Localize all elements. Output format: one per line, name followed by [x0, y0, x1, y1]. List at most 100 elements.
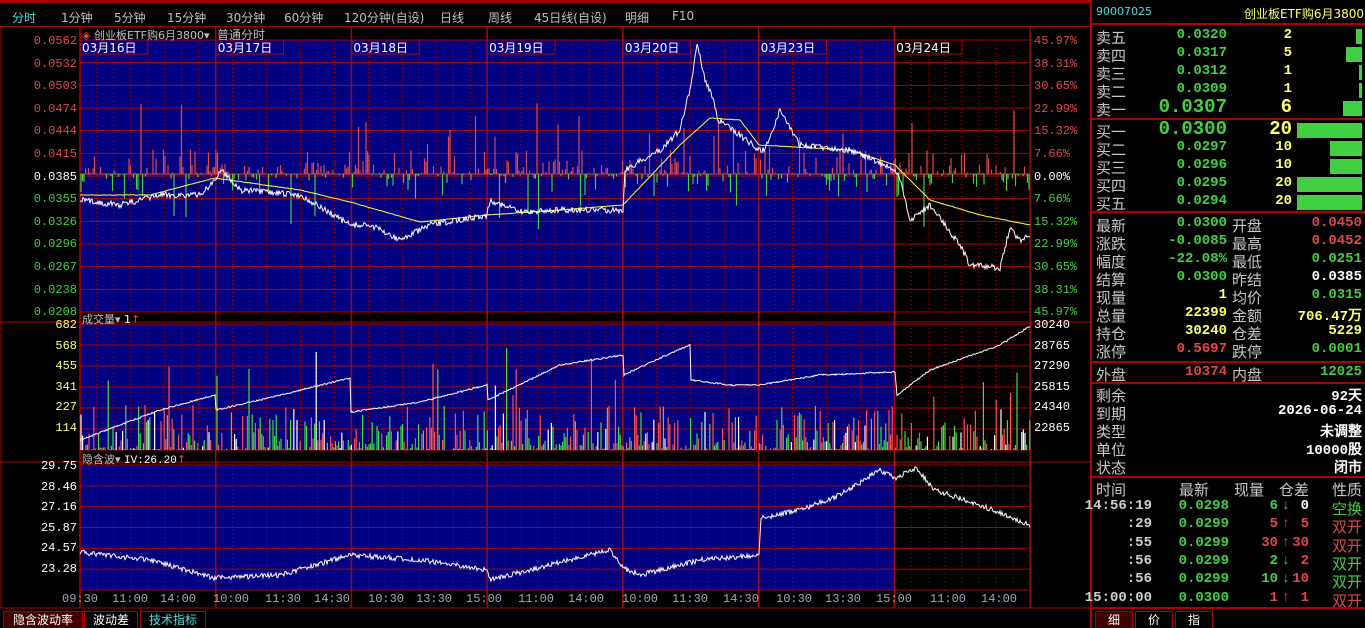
arrow-up-icon: ↑	[1281, 516, 1290, 533]
stat-label: 涨跌	[1096, 235, 1127, 253]
info-label: 类型	[1096, 423, 1127, 441]
ask-level[interactable]: 卖二 0.0309 1	[1094, 81, 1364, 101]
outer-inner-row: 外盘 10374 内盘 12025	[1094, 364, 1364, 384]
ask-level[interactable]: 卖四 0.0317 5	[1094, 45, 1364, 65]
stat-label: 结算	[1096, 271, 1127, 289]
tick-column-header: 最新	[1178, 481, 1209, 499]
tick-price: 0.0300	[1178, 589, 1229, 606]
info-row: 剩余 92天	[1094, 385, 1364, 405]
bottom-tab-1[interactable]: 波动差	[84, 611, 138, 628]
tab-4[interactable]: 30分钟	[226, 11, 266, 25]
level-volume: 20	[1275, 193, 1292, 209]
info-row: 到期 2026-06-24	[1094, 403, 1364, 423]
tick-row[interactable]: :55 0.0299 30 ↑ 30 双开	[1094, 535, 1364, 555]
stat-value: 0.0385	[1311, 269, 1362, 285]
time-axis-label: 13:30	[825, 592, 862, 606]
stat-value: 0.0300	[1176, 215, 1227, 231]
stat-row: 结算 0.0300 昨结 0.0385	[1094, 269, 1364, 289]
tick-row[interactable]: :56 0.0299 10 ↓ 10 双开	[1094, 571, 1364, 591]
percent-axis-label: 45.97%	[1034, 305, 1078, 320]
ask-level[interactable]: 卖一 0.0307 6	[1094, 96, 1364, 119]
iv-axis-label: 24.57	[40, 541, 77, 556]
tab-0[interactable]: 分时	[12, 11, 37, 25]
open-interest-axis-label: 24340	[1034, 400, 1071, 415]
instrument-diamond-icon: ◈	[82, 29, 91, 42]
arrow-up-icon: ↑	[1281, 589, 1290, 606]
iv-indicator-selector[interactable]: 隐含波	[82, 453, 115, 466]
level-label: 买一	[1096, 123, 1127, 141]
percent-axis-label: 7.66%	[1034, 192, 1071, 207]
dropdown-icon[interactable]: ▾	[115, 313, 121, 326]
bid-level[interactable]: 买三 0.0296 10	[1094, 157, 1364, 177]
level-label: 卖一	[1096, 101, 1127, 119]
bid-level[interactable]: 买一 0.0300 20	[1094, 118, 1364, 141]
tab-1[interactable]: 1分钟	[61, 11, 93, 25]
stat-value: -22.08%	[1168, 251, 1227, 267]
open-interest-axis-label: 22865	[1034, 421, 1071, 435]
tab-5[interactable]: 60分钟	[284, 11, 324, 25]
tab-7[interactable]: 日线	[440, 11, 465, 25]
quote-tab-2[interactable]: 指	[1175, 611, 1213, 628]
date-label: 03月19日	[489, 41, 544, 55]
tick-time: 14:56:19	[1084, 498, 1152, 514]
time-axis-label: 14:00	[160, 592, 197, 606]
quote-tab-0[interactable]: 细	[1095, 611, 1133, 628]
price-axis-label: 0.0326	[33, 214, 77, 229]
bid-level[interactable]: 买四 0.0295 20	[1094, 175, 1364, 195]
stat-row: 现量 1 均价 0.0315	[1094, 287, 1364, 307]
percent-axis-label: 15.32%	[1034, 124, 1078, 139]
date-label: 03月23日	[761, 41, 816, 55]
time-axis-label: 10:00	[622, 592, 659, 606]
tab-11[interactable]: F10	[672, 9, 695, 23]
level-volume-bar	[1329, 141, 1362, 156]
price-axis-label: 0.0296	[33, 237, 77, 252]
bid-level[interactable]: 买二 0.0297 10	[1094, 139, 1364, 159]
stat-label: 金额	[1232, 307, 1263, 325]
time-axis-label: 10:00	[213, 592, 250, 606]
stat-row: 涨跌 -0.0085 最高 0.0452	[1094, 233, 1364, 253]
volume-axis-label: 227	[55, 400, 77, 415]
percent-axis-label: 38.31%	[1034, 56, 1078, 71]
bid-level[interactable]: 买五 0.0294 20	[1094, 193, 1364, 213]
stat-label: 现量	[1096, 289, 1127, 307]
time-axis-label: 09:30	[62, 592, 99, 606]
tab-6[interactable]: 120分钟(自设)	[344, 11, 425, 25]
iv-axis-label: 23.28	[40, 562, 77, 576]
price-axis-label: 0.0444	[33, 124, 77, 139]
ask-level[interactable]: 卖三 0.0312 1	[1094, 63, 1364, 83]
iv-axis-label: 27.16	[40, 500, 77, 515]
date-box	[758, 39, 827, 55]
dropdown-icon[interactable]: ▾	[115, 453, 121, 466]
level-volume: 20	[1275, 175, 1292, 191]
tick-row[interactable]: :29 0.0299 5 ↑ 5 双开	[1094, 516, 1364, 537]
ask-level[interactable]: 卖五 0.0320 2	[1094, 27, 1364, 47]
tick-row[interactable]: 14:56:19 0.0298 6 ↓ 0 空换	[1085, 498, 1364, 518]
tick-row[interactable]: 15:00:00 0.0300 1 ↑ 1 双开	[1085, 589, 1364, 610]
tab-2[interactable]: 5分钟	[114, 11, 146, 25]
percent-axis-label: 22.99%	[1034, 101, 1078, 116]
tick-nature: 双开	[1331, 518, 1362, 537]
date-label: 03月17日	[218, 41, 273, 55]
instrument-selector[interactable]: 创业板ETF购6月3800	[93, 29, 204, 42]
tick-column-header: 仓差	[1278, 481, 1309, 499]
volume-indicator-selector[interactable]: 成交量	[82, 313, 115, 326]
chart-area[interactable]: 03月16日 03月17日 03月18日 03月19日 03月20日 03月23日 03月2…	[0, 0, 1090, 628]
iv-value: IV:26.20	[124, 455, 177, 467]
stat-label: 仓差	[1232, 325, 1263, 343]
dropdown-icon[interactable]: ▾	[203, 29, 210, 42]
open-interest-axis-label: 27290	[1034, 359, 1071, 374]
tab-9[interactable]: 45日线(自设)	[534, 11, 607, 25]
stat-row: 最新 0.0300 开盘 0.0450	[1094, 215, 1364, 235]
stat-label: 昨结	[1232, 271, 1263, 289]
instrument-code: 90007025	[1096, 5, 1152, 18]
level-label: 卖五	[1096, 29, 1127, 47]
tab-3[interactable]: 15分钟	[167, 11, 207, 25]
tick-row[interactable]: :56 0.0299 2 ↓ 2 双开	[1094, 553, 1364, 573]
bottom-tab-0[interactable]: 隐含波动率	[3, 611, 83, 628]
quote-tab-1[interactable]: 价	[1135, 611, 1173, 628]
time-axis-label: 11:00	[112, 592, 149, 606]
tab-10[interactable]: 明细	[625, 11, 650, 25]
stat-value: 0.0450	[1311, 215, 1362, 231]
bottom-tab-2[interactable]: 技术指标	[140, 611, 206, 628]
tab-8[interactable]: 周线	[488, 11, 513, 25]
